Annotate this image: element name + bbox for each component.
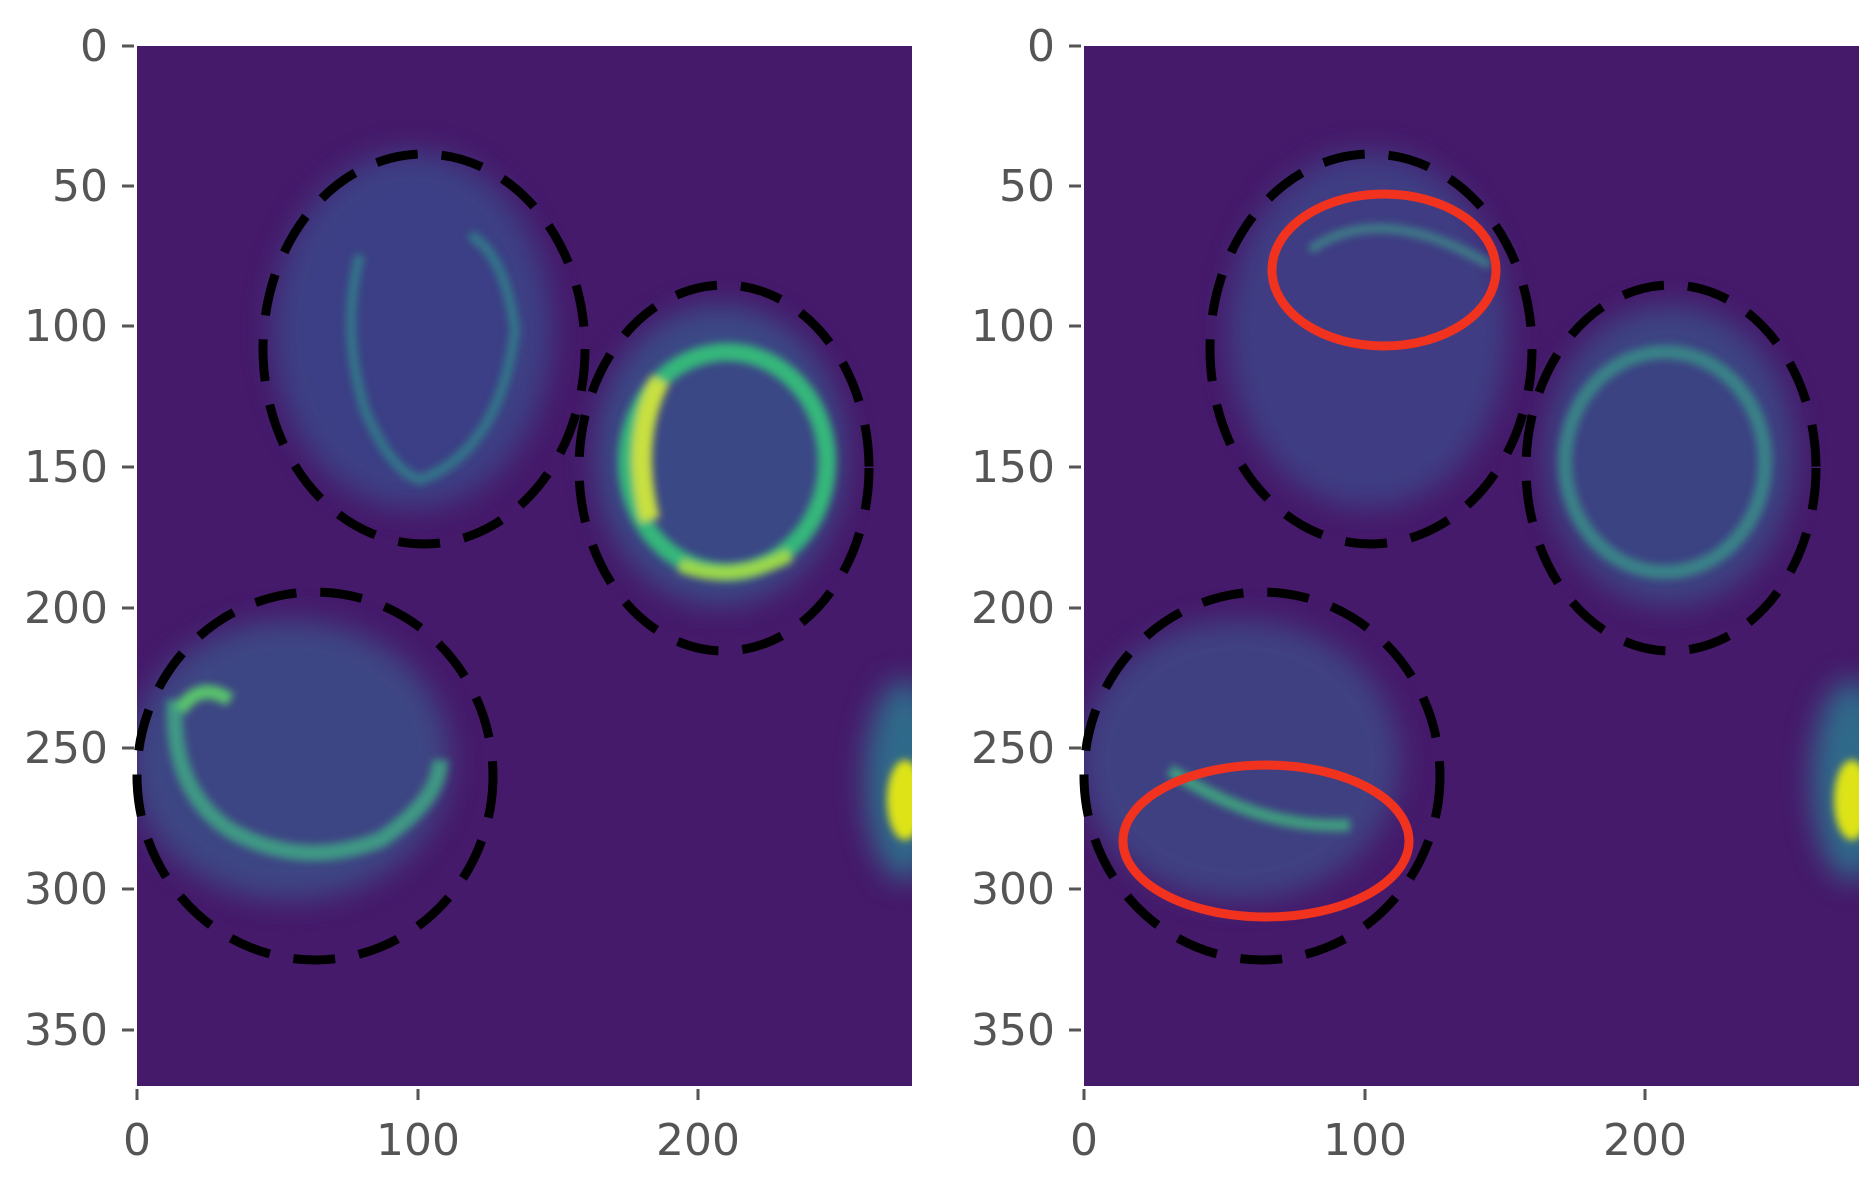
right-dashed-circle-1 [1205,149,1537,549]
right-red-ellipse-2 [1118,760,1414,922]
right-y-tick-label: 250 [971,723,1055,774]
right-y-tick-label: 100 [971,301,1055,352]
left-y-axis [122,44,134,1032]
left-dashed-circle-1 [258,149,590,549]
right-y-tick-label: 150 [971,442,1055,493]
left-y-tick-label: 300 [24,864,108,915]
left-dashed-circle-3 [132,587,498,965]
left-panel: 0 50 100 150 200 250 300 350 0 100 200 [24,21,912,1166]
right-dashed-circle-3 [1079,587,1445,965]
left-dashed-circles [132,149,874,965]
left-x-axis [135,1089,700,1100]
left-y-tick-label: 150 [24,442,108,493]
left-y-tick-label: 0 [80,21,108,72]
right-y-axis [1069,44,1081,1032]
left-micrograph [137,46,912,1086]
left-y-tick-label: 100 [24,301,108,352]
left-x-tick-label: 200 [656,1115,740,1166]
left-x-tick-label: 0 [123,1115,151,1166]
left-y-tick-label: 350 [24,1005,108,1056]
left-y-tick-label: 50 [52,161,108,212]
right-dashed-circle-2 [1521,280,1821,656]
right-red-ellipse-1 [1267,189,1501,351]
left-y-tick-label: 200 [24,583,108,634]
right-y-tick-label: 0 [1027,21,1055,72]
ring-signals [166,230,912,861]
right-x-tick-label: 100 [1323,1115,1407,1166]
right-red-ellipses [1118,189,1501,922]
right-y-tick-label: 300 [971,864,1055,915]
right-x-tick-label: 0 [1070,1115,1098,1166]
right-dashed-circles [1079,149,1821,965]
left-y-tick-labels: 0 50 100 150 200 250 300 350 [24,21,108,1056]
right-x-axis [1082,1089,1647,1100]
right-x-tick-labels: 0 100 200 [1070,1115,1687,1166]
right-y-tick-label: 350 [971,1005,1055,1056]
left-x-tick-labels: 0 100 200 [123,1115,740,1166]
right-y-tick-label: 50 [999,161,1055,212]
left-y-tick-label: 250 [24,723,108,774]
right-y-tick-label: 200 [971,583,1055,634]
right-y-tick-labels: 0 50 100 150 200 250 300 350 [971,21,1055,1056]
ring-signals [1166,223,1859,840]
right-x-tick-label: 200 [1603,1115,1687,1166]
left-x-tick-label: 100 [376,1115,460,1166]
left-dashed-circle-2 [574,280,874,656]
right-panel: 0 50 100 150 200 250 300 350 0 100 200 [971,21,1859,1166]
